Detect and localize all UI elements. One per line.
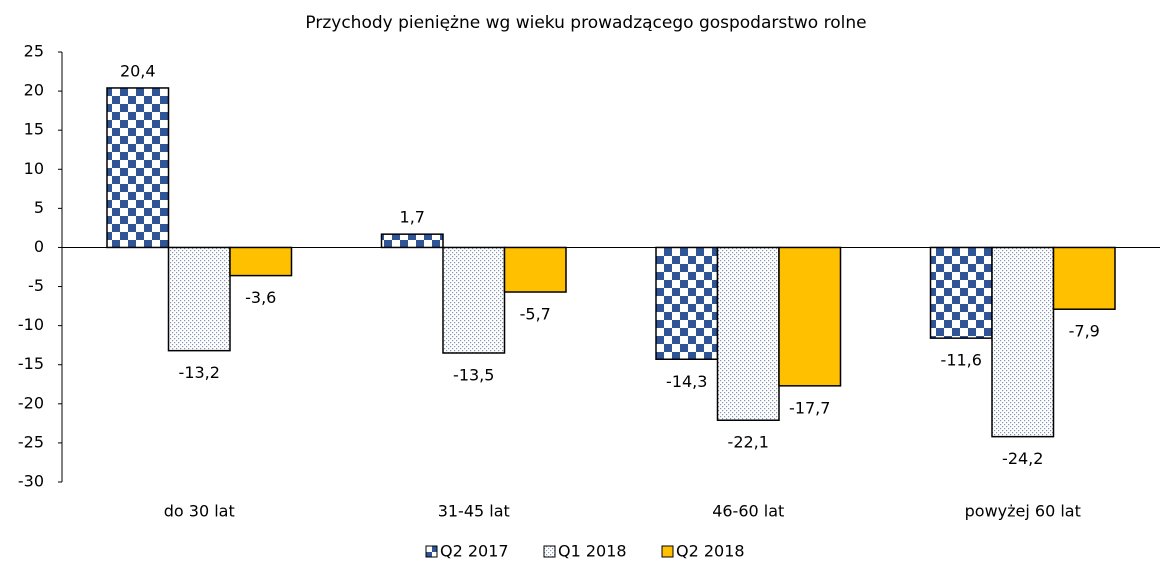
x-tick-label: 31-45 lat [438,502,510,521]
value-label: -5,7 [520,305,551,324]
value-label: -13,2 [179,363,220,382]
y-tick-label: -20 [18,393,44,412]
bar [106,87,170,249]
bar [778,246,842,387]
bar [716,246,780,421]
bar [929,246,993,339]
bar [229,246,293,277]
x-tick-label: do 30 lat [164,502,235,521]
value-label: -17,7 [789,398,830,417]
y-tick-label: 0 [34,237,44,256]
y-tick-label: 15 [24,120,44,139]
bar [991,246,1055,438]
y-tick-label: -15 [18,354,44,373]
value-label: -7,9 [1069,322,1100,341]
y-tick-label: -30 [18,472,44,491]
y-tick-label: 5 [34,198,44,217]
y-tick-label: 25 [24,42,44,61]
x-tick-label: 46-60 lat [712,502,784,521]
value-label: -11,6 [941,351,982,370]
value-label: -3,6 [245,288,276,307]
y-tick-label: 20 [24,81,44,100]
y-tick-label: -5 [28,276,44,295]
legend-swatch [425,545,438,558]
value-label: -13,5 [453,366,494,385]
legend-swatch [543,545,556,558]
legend-swatch [661,545,674,558]
bar [380,233,444,249]
legend-label: Q1 2018 [558,542,627,561]
value-label: -14,3 [666,372,707,391]
bar [503,246,567,293]
x-tick-label: powyżej 60 lat [965,502,1081,521]
bar [655,246,719,361]
value-label: 20,4 [120,61,156,80]
value-label: -22,1 [728,433,769,452]
bar [442,246,506,354]
bar [1052,246,1116,310]
value-label: -24,2 [1002,449,1043,468]
y-tick-label: 10 [24,159,44,178]
y-tick-label: -10 [18,315,44,334]
bar [167,246,231,352]
legend-label: Q2 2017 [440,542,509,561]
legend-label: Q2 2018 [676,542,745,561]
value-label: 1,7 [400,208,425,227]
y-tick-label: -25 [18,432,44,451]
chart-title: Przychody pieniężne wg wieku prowadząceg… [305,13,866,33]
